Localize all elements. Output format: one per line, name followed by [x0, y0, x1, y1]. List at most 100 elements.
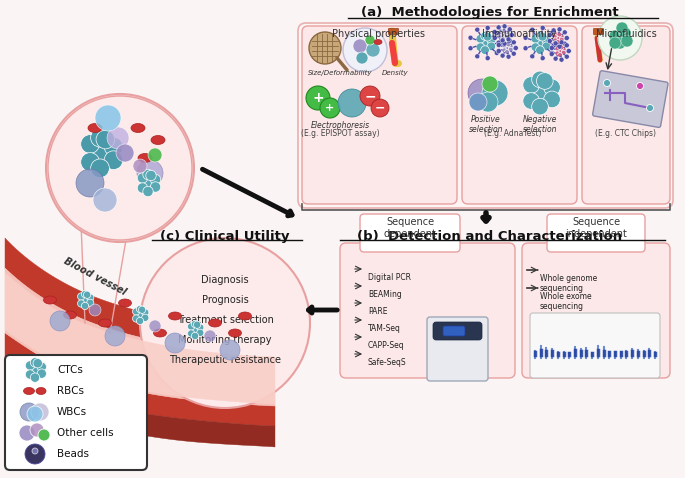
Circle shape — [504, 34, 509, 39]
Circle shape — [137, 173, 148, 183]
Circle shape — [107, 127, 129, 149]
Circle shape — [475, 54, 480, 59]
Circle shape — [93, 188, 117, 212]
Circle shape — [25, 361, 35, 370]
Circle shape — [50, 311, 70, 331]
FancyBboxPatch shape — [427, 317, 488, 381]
Circle shape — [483, 33, 492, 41]
Circle shape — [46, 94, 194, 242]
Circle shape — [544, 91, 560, 108]
Circle shape — [498, 35, 503, 40]
Circle shape — [496, 25, 501, 30]
Circle shape — [619, 27, 631, 39]
Text: BEAMing: BEAMing — [368, 290, 401, 299]
Circle shape — [532, 85, 548, 101]
Circle shape — [502, 24, 507, 29]
Circle shape — [555, 51, 560, 56]
Circle shape — [513, 45, 519, 51]
Ellipse shape — [229, 329, 242, 337]
Circle shape — [37, 369, 47, 378]
Text: RBCs: RBCs — [57, 386, 84, 396]
Circle shape — [508, 44, 513, 49]
Circle shape — [343, 28, 387, 72]
Circle shape — [142, 178, 153, 188]
Circle shape — [476, 43, 485, 52]
Circle shape — [485, 25, 490, 30]
Circle shape — [487, 42, 496, 51]
Circle shape — [502, 48, 507, 53]
Circle shape — [90, 128, 110, 147]
Circle shape — [508, 47, 513, 53]
Circle shape — [27, 406, 43, 422]
Ellipse shape — [169, 312, 182, 320]
Text: Size/Deformability: Size/Deformability — [308, 70, 372, 76]
FancyBboxPatch shape — [530, 313, 660, 378]
Ellipse shape — [374, 40, 382, 44]
Circle shape — [90, 159, 110, 178]
Circle shape — [204, 330, 216, 342]
Circle shape — [475, 27, 480, 32]
Circle shape — [32, 448, 38, 454]
Circle shape — [366, 43, 380, 57]
Circle shape — [636, 83, 643, 89]
Circle shape — [566, 48, 571, 54]
Circle shape — [468, 35, 473, 40]
Circle shape — [532, 98, 548, 115]
Text: Treatment selection: Treatment selection — [177, 315, 273, 325]
Circle shape — [90, 144, 110, 163]
Circle shape — [598, 16, 642, 60]
Circle shape — [19, 425, 35, 441]
Circle shape — [553, 33, 558, 38]
Ellipse shape — [44, 296, 56, 304]
Circle shape — [104, 137, 123, 156]
Circle shape — [493, 30, 497, 34]
Circle shape — [353, 39, 367, 53]
Circle shape — [502, 41, 507, 46]
Circle shape — [555, 46, 560, 51]
Circle shape — [31, 403, 49, 421]
Circle shape — [188, 330, 195, 337]
Circle shape — [493, 35, 497, 41]
Circle shape — [501, 37, 506, 42]
Circle shape — [132, 308, 140, 315]
Circle shape — [478, 92, 498, 112]
FancyBboxPatch shape — [462, 26, 577, 204]
Circle shape — [549, 31, 554, 35]
Circle shape — [531, 43, 540, 52]
Text: Sequence
independent: Sequence independent — [565, 217, 627, 239]
Circle shape — [549, 50, 554, 55]
Circle shape — [551, 28, 556, 33]
Circle shape — [138, 306, 146, 314]
Circle shape — [500, 38, 505, 43]
Circle shape — [609, 30, 621, 42]
Circle shape — [485, 55, 490, 61]
FancyBboxPatch shape — [547, 214, 645, 252]
Circle shape — [609, 37, 621, 49]
Circle shape — [498, 41, 503, 45]
Circle shape — [338, 89, 366, 117]
Circle shape — [502, 29, 507, 34]
Circle shape — [30, 373, 40, 382]
Text: Negative
selection: Negative selection — [523, 115, 558, 134]
Circle shape — [82, 302, 88, 310]
Circle shape — [530, 54, 535, 59]
Polygon shape — [5, 273, 275, 404]
Circle shape — [96, 130, 115, 149]
Circle shape — [30, 358, 40, 367]
Circle shape — [149, 320, 161, 332]
Circle shape — [530, 27, 535, 32]
Circle shape — [523, 76, 540, 93]
Ellipse shape — [119, 299, 132, 307]
Circle shape — [191, 332, 199, 339]
Ellipse shape — [36, 388, 46, 394]
Circle shape — [561, 47, 566, 52]
Circle shape — [82, 291, 88, 298]
Circle shape — [540, 25, 545, 30]
Circle shape — [559, 40, 564, 45]
Polygon shape — [5, 238, 275, 354]
Circle shape — [507, 27, 512, 32]
Circle shape — [30, 423, 44, 437]
Circle shape — [197, 329, 204, 337]
Circle shape — [306, 86, 330, 110]
Circle shape — [536, 39, 545, 47]
